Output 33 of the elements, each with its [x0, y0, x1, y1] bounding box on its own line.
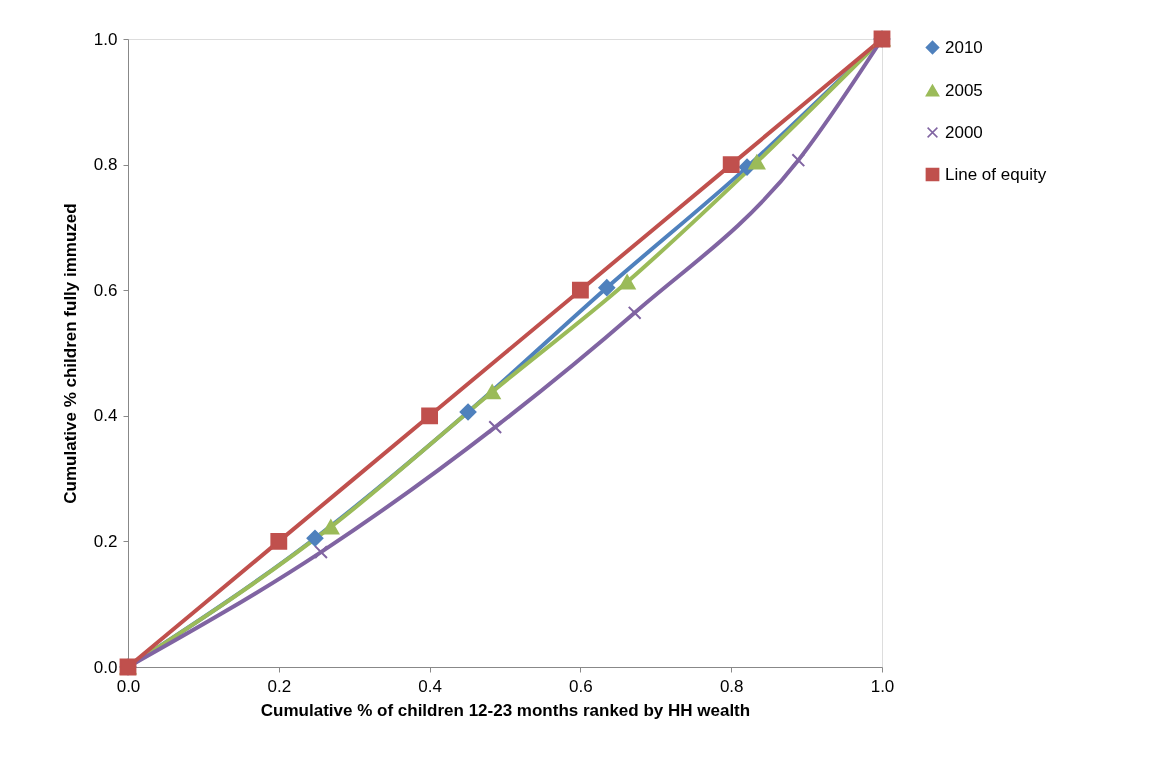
- legend-label: Line of equity: [945, 164, 1047, 184]
- y-tick-label: 0.4: [93, 406, 118, 426]
- x-tick-label: 1.0: [870, 676, 895, 696]
- point: [459, 403, 477, 421]
- point: [314, 545, 328, 560]
- point: [627, 305, 642, 320]
- y-tick-label: 1.0: [93, 29, 118, 49]
- legend-label: 2005: [945, 80, 983, 100]
- point: [618, 274, 636, 290]
- point: [483, 384, 501, 400]
- x-tick-label: 0.6: [569, 676, 593, 696]
- point: [791, 153, 806, 168]
- point: [421, 407, 439, 425]
- x-axis-title: Cumulative % of children 12-23 months ranked by HH wealth: [260, 700, 751, 720]
- legend-label: 2000: [945, 122, 983, 142]
- point: [748, 154, 766, 170]
- y-tick-label: 0.0: [93, 657, 118, 677]
- point: [322, 519, 340, 535]
- point: [270, 532, 288, 550]
- point: [722, 156, 740, 174]
- point: [571, 281, 589, 299]
- point: [488, 420, 503, 435]
- x-tick-label: 0.8: [719, 676, 744, 696]
- point: [306, 529, 324, 547]
- legend-label: 2010: [945, 37, 983, 57]
- y-tick-label: 0.8: [93, 155, 118, 175]
- x-tick-label: 0.4: [418, 676, 442, 696]
- x-tick-label: 0.2: [267, 676, 292, 696]
- point: [598, 279, 616, 297]
- x-tick-label: 0.0: [116, 676, 141, 696]
- y-tick-label: 0.2: [93, 531, 118, 551]
- y-axis-title: Cumulative % children fully immuzed: [60, 203, 80, 504]
- y-tick-label: 0.6: [93, 280, 118, 300]
